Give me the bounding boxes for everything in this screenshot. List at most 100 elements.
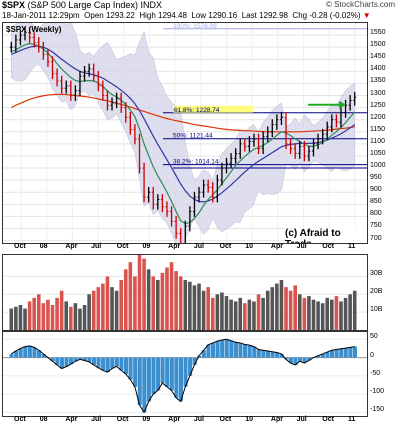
volume-bar — [201, 290, 206, 330]
ma-long-line — [11, 93, 355, 133]
chart-subtitle: $SPX (Weekly) — [6, 25, 62, 34]
oscillator-tick-label: -150 — [370, 406, 385, 414]
volume-bar — [137, 255, 142, 330]
oscillator-bar — [105, 357, 110, 373]
volume-bar — [183, 280, 188, 330]
x-tick-label: Apr — [65, 416, 78, 423]
oscillator-bar — [307, 357, 312, 361]
oscillator-bar — [343, 348, 348, 358]
oscillator-bar — [265, 350, 270, 358]
volume-bar — [348, 294, 352, 330]
volume-bar — [252, 301, 256, 330]
oscillator-bar — [352, 346, 357, 358]
high-value: 1294.48 — [158, 11, 187, 20]
fib-level-label: 38.2%: 1014.14 — [173, 159, 219, 166]
oscillator-bar — [151, 357, 156, 395]
volume-bar — [270, 287, 275, 330]
fib-level-label: 100%: 1576.09 — [173, 23, 217, 30]
oscillator-bar — [279, 353, 284, 358]
x-tick-label: 09 — [142, 243, 151, 250]
volume-bar — [142, 258, 146, 330]
volume-bar — [151, 276, 156, 330]
price-tick-label: 1050 — [370, 149, 386, 157]
volume-bar — [197, 283, 201, 330]
volume-bar — [160, 272, 165, 330]
volume-bar — [27, 301, 32, 330]
x-tick-label: Jul — [91, 243, 102, 250]
volume-bar — [114, 290, 119, 330]
oscillator-bar — [32, 347, 37, 358]
volume-bar — [247, 299, 252, 330]
price-axis: 700 750 800 850 900 950 1000 1050 1100 1150 1200 12… — [367, 22, 400, 242]
oscillator-bar — [165, 357, 170, 387]
volume-bar — [343, 297, 348, 330]
volume-bar — [41, 303, 46, 330]
oscillator-bar — [252, 346, 257, 358]
volume-bar — [229, 299, 233, 330]
price-tick-label: 900 — [370, 186, 382, 194]
x-tick-label: 09 — [142, 416, 151, 423]
x-tick-label: 08 — [39, 243, 48, 250]
volume-bar — [243, 303, 247, 330]
volume-bar — [224, 296, 229, 330]
oscillator-bar — [183, 357, 188, 387]
price-x-axis: Oct 08 Apr Jul Oct 09 Apr Jul Oct 10 Apr Jul Oct 11 — [2, 243, 366, 253]
volume-bar — [82, 305, 87, 330]
oscillator-bar — [96, 357, 101, 368]
volume-bar — [210, 297, 215, 330]
price-tick-label: 700 — [370, 234, 382, 242]
oscillator-tick-label: 50 — [370, 333, 378, 341]
price-tick-label: 1100 — [370, 137, 386, 145]
quote-line: 18-Jan-2011 12:29pm Open 1293.22 High 12… — [2, 11, 371, 20]
volume-tick-label: 30B — [370, 270, 383, 278]
oscillator-bar — [73, 357, 78, 362]
open-value: 1293.22 — [105, 11, 135, 20]
oscillator-bar — [142, 357, 147, 413]
price-band — [10, 23, 356, 243]
chg-label: Chg — [292, 11, 308, 20]
x-tick-label: Apr — [168, 416, 181, 423]
x-tick-label: Jul — [296, 243, 307, 250]
volume-bar — [178, 276, 183, 330]
volume-bar — [311, 299, 316, 330]
volume-bar — [110, 287, 114, 330]
price-tick-label: 1150 — [370, 125, 386, 133]
oscillator-bar — [87, 357, 92, 362]
oscillator-bar — [82, 357, 87, 361]
volume-bar — [284, 287, 288, 330]
price-tick-label: 1500 — [370, 41, 386, 49]
oscillator-bar — [243, 344, 248, 358]
x-tick-label: 11 — [348, 416, 356, 423]
oscillator-bar — [18, 348, 23, 358]
x-tick-label: Oct — [322, 243, 334, 250]
oscillator-bar — [78, 357, 83, 360]
volume-bar — [192, 285, 197, 330]
x-tick-label: Oct — [14, 416, 26, 423]
oscillator-bar — [206, 344, 211, 358]
oscillator-bar — [297, 357, 303, 362]
oscillator-tick-label: -100 — [370, 388, 385, 396]
oscillator-chart — [3, 338, 367, 414]
oscillator-bar — [9, 353, 14, 358]
price-tick-label: 1250 — [370, 101, 386, 109]
oscillator-bar — [69, 357, 74, 365]
volume-bar — [320, 303, 325, 330]
copyright-annotation: (c) Afraid to Trade — [285, 228, 367, 243]
x-tick-label: Apr — [270, 416, 283, 423]
volume-bar — [32, 297, 36, 330]
oscillator-x-axis: Oct 08 Apr Jul Oct 09 Apr Jul Oct 10 Apr Jul Oct 11 — [2, 416, 366, 426]
x-tick-label: Oct — [14, 243, 26, 250]
oscillator-bar — [247, 345, 252, 358]
oscillator-bar — [339, 348, 344, 358]
volume-bar — [352, 290, 357, 330]
oscillator-bar — [238, 342, 243, 358]
price-tick-label: 950 — [370, 174, 382, 182]
volume-bar — [339, 301, 343, 330]
volume-bar — [261, 297, 265, 330]
x-tick-label: Jul — [296, 416, 307, 423]
exchange-label: INDX — [140, 0, 162, 10]
oscillator-bar — [334, 349, 339, 358]
volume-bar — [55, 297, 59, 330]
x-tick-label: 08 — [39, 416, 48, 423]
fib-highlight — [173, 105, 253, 113]
